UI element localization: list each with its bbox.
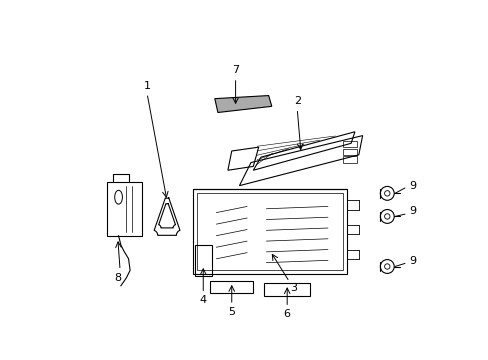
Text: 8: 8	[114, 273, 121, 283]
Bar	[194, 245, 211, 276]
Text: 6: 6	[283, 309, 290, 319]
Text: 1: 1	[143, 81, 150, 91]
Bar	[343, 149, 357, 155]
Text: 2: 2	[293, 96, 300, 106]
Bar	[197, 193, 343, 270]
Bar	[193, 189, 346, 274]
Text: 9: 9	[408, 256, 415, 266]
Bar	[343, 141, 357, 147]
Polygon shape	[214, 95, 271, 112]
Bar	[210, 281, 252, 293]
Text: 7: 7	[232, 65, 239, 75]
Text: 4: 4	[199, 295, 206, 305]
Text: 3: 3	[289, 283, 296, 293]
Text: 5: 5	[228, 307, 235, 317]
Bar	[107, 182, 142, 236]
Text: 9: 9	[408, 206, 415, 216]
Bar	[343, 156, 357, 163]
Text: 9: 9	[408, 181, 415, 191]
Bar	[264, 283, 310, 296]
